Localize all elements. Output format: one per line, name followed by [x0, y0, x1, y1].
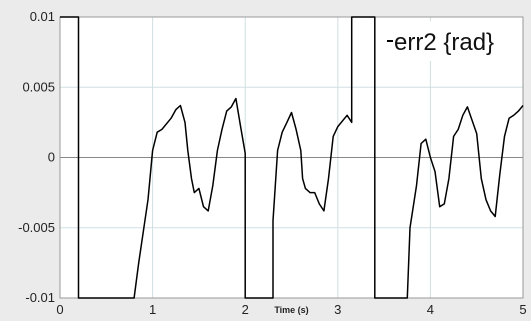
legend-box: [384, 21, 521, 61]
x-tick-label-3: 3: [334, 302, 341, 317]
y-tick-label-0: 0.01: [30, 9, 55, 24]
legend: err2 {rad}: [384, 21, 521, 61]
y-tick-label-2: 0: [48, 150, 55, 165]
x-axis-label: Time (s): [274, 305, 308, 315]
x-tick-label-4: 4: [427, 302, 434, 317]
axes: [59, 16, 524, 299]
y-tick-label-1: 0.005: [22, 79, 55, 94]
x-tick-label-1: 1: [149, 302, 156, 317]
legend-label: err2 {rad}: [394, 29, 494, 56]
x-tick-label-5: 5: [519, 302, 526, 317]
x-tick-label-0: 0: [56, 302, 63, 317]
plot-frame: [59, 16, 524, 299]
y-tick-label-4: -0.01: [25, 290, 55, 305]
y-tick-label-3: -0.005: [18, 220, 55, 235]
x-tick-label-2: 2: [242, 302, 249, 317]
series-layer: [60, 16, 524, 299]
series-line-0: [60, 16, 524, 299]
